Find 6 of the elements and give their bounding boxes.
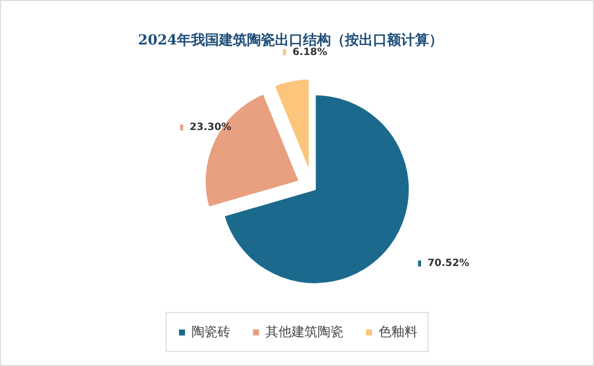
legend-label: 其他建筑陶瓷 [266, 324, 344, 341]
chart-title: 2024年我国建筑陶瓷出口结构（按出口额计算） [138, 32, 443, 48]
data-label: 70.52% [428, 258, 470, 269]
legend-label: 陶瓷砖 [192, 324, 230, 341]
data-label: 6.18% [292, 46, 328, 58]
legend-label: 色釉料 [378, 324, 418, 341]
